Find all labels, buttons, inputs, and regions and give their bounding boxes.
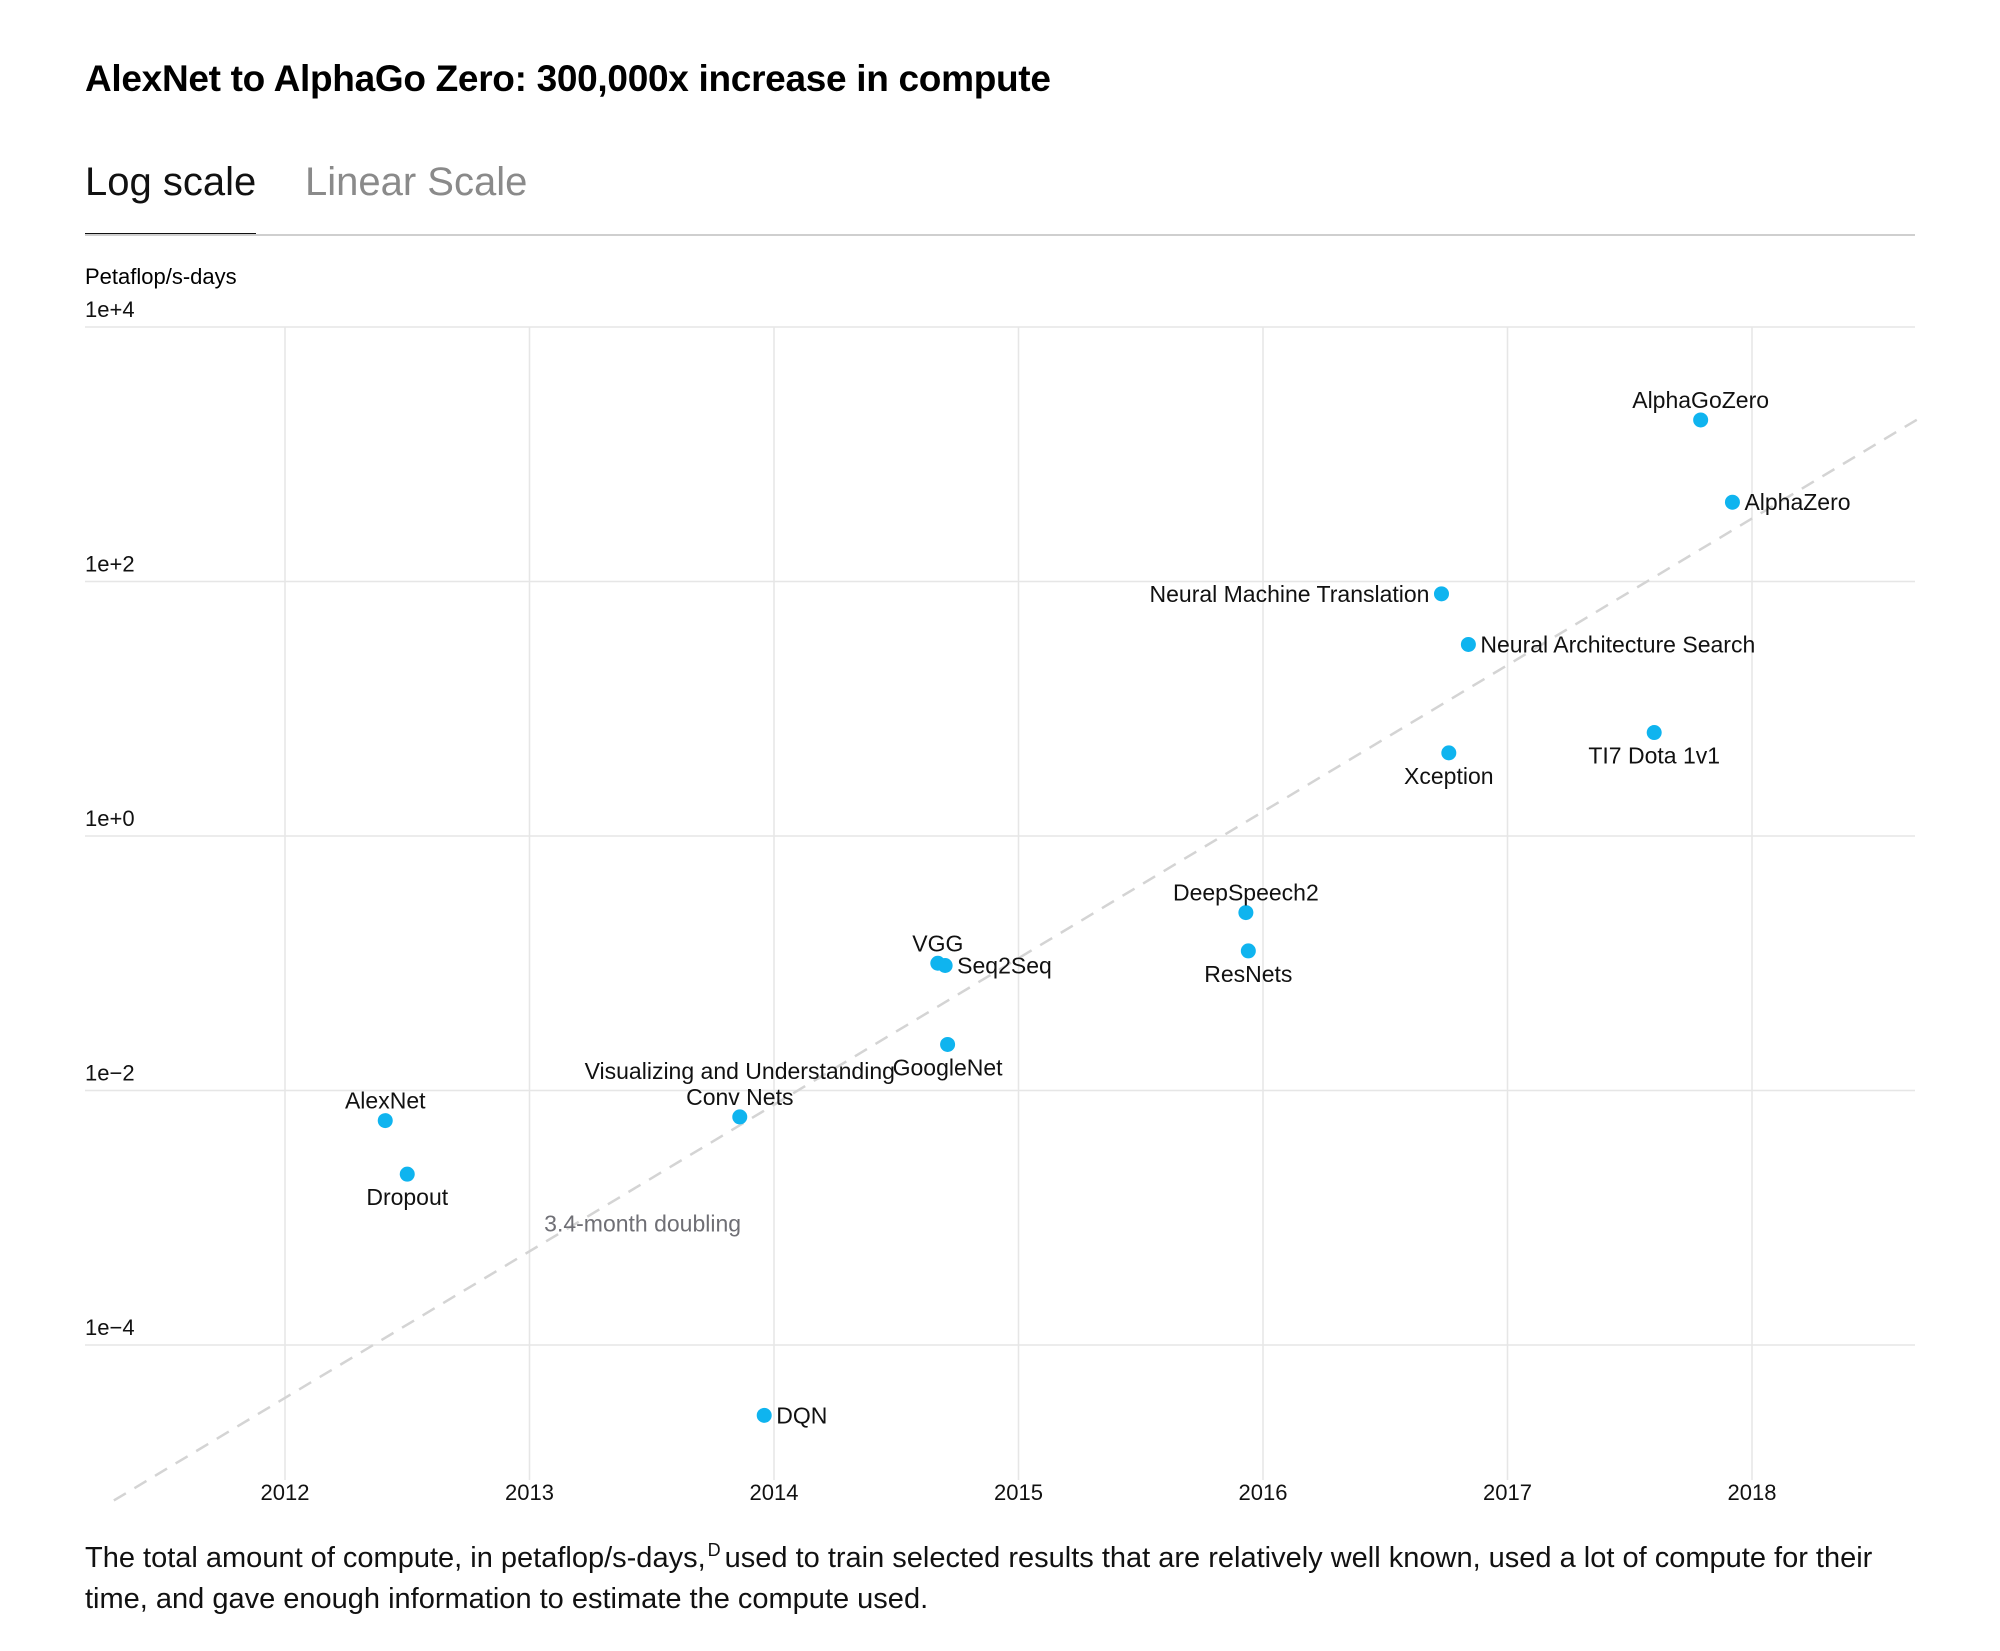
- data-point: [1724, 494, 1740, 510]
- x-tick-label: 2016: [1239, 1480, 1288, 1505]
- caption-text-before: The total amount of compute, in petaflop…: [85, 1542, 706, 1574]
- data-point: [1240, 943, 1256, 959]
- chart-title: AlexNet to AlphaGo Zero: 300,000x increa…: [85, 58, 1051, 99]
- y-axis-label: Petaflop/s-days: [85, 264, 237, 289]
- tab-linear-scale[interactable]: Linear Scale: [305, 160, 527, 205]
- data-label: AlexNet: [345, 1088, 426, 1114]
- data-point: [940, 1036, 956, 1052]
- data-label: Seq2Seq: [957, 953, 1052, 979]
- tab-log-scale-label: Log scale: [85, 160, 257, 204]
- y-tick-label: 1e−2: [85, 1061, 135, 1086]
- data-point: [1646, 725, 1662, 741]
- data-point: [1433, 586, 1449, 602]
- data-point: [377, 1113, 393, 1129]
- data-label: AlphaZero: [1744, 489, 1850, 515]
- x-tick-label: 2012: [261, 1480, 310, 1505]
- data-point: [399, 1166, 415, 1182]
- data-label: Conv Nets: [686, 1084, 793, 1110]
- y-tick-label: 1e+0: [85, 806, 135, 831]
- data-label: Neural Machine Translation: [1150, 581, 1430, 607]
- data-label: Visualizing and Understanding: [585, 1058, 895, 1084]
- data-label: GoogleNet: [893, 1054, 1004, 1080]
- tab-linear-scale-label: Linear Scale: [305, 160, 528, 204]
- x-tick-label: 2015: [994, 1480, 1043, 1505]
- scatter-chart: 1e+4 1e+2 1e+0 1e−2 1e−4 2012 2013 2014 2015 2016…: [85, 297, 1924, 1505]
- data-point: [1441, 745, 1457, 761]
- x-tick-label: 2018: [1728, 1480, 1777, 1505]
- data-label: Neural Architecture Search: [1480, 631, 1755, 657]
- trend-label: 3.4-month doubling: [544, 1210, 741, 1236]
- data-point: [756, 1407, 772, 1423]
- y-tick-label: 1e+4: [85, 297, 135, 322]
- x-tick-label: 2017: [1483, 1480, 1532, 1505]
- data-label: Xception: [1404, 763, 1494, 789]
- data-point: [732, 1109, 748, 1125]
- x-tick-label: 2014: [750, 1480, 799, 1505]
- data-label: DeepSpeech2: [1173, 880, 1319, 906]
- tabs-divider: [85, 234, 1915, 236]
- caption-footnote-marker[interactable]: D: [707, 1540, 721, 1561]
- y-tick-label: 1e+2: [85, 552, 135, 577]
- data-point: [1460, 636, 1476, 652]
- data-label: ResNets: [1204, 961, 1292, 987]
- x-tick-label: 2013: [505, 1480, 554, 1505]
- data-label: VGG: [912, 930, 963, 956]
- data-point: [1693, 412, 1709, 428]
- data-point: [937, 958, 953, 974]
- y-tick-label: 1e−4: [85, 1315, 135, 1340]
- data-label: AlphaGoZero: [1632, 387, 1769, 413]
- caption-text-after: used to train selected results that are …: [85, 1542, 1873, 1615]
- data-label: DQN: [776, 1402, 827, 1428]
- scale-tabs: Log scale Linear Scale: [85, 160, 1915, 236]
- data-label: Dropout: [366, 1184, 448, 1210]
- trend-line: [113, 414, 1924, 1502]
- chart-caption: The total amount of compute, in petaflop…: [85, 1538, 1915, 1620]
- data-label: TI7 Dota 1v1: [1588, 743, 1720, 769]
- data-point: [1238, 905, 1254, 921]
